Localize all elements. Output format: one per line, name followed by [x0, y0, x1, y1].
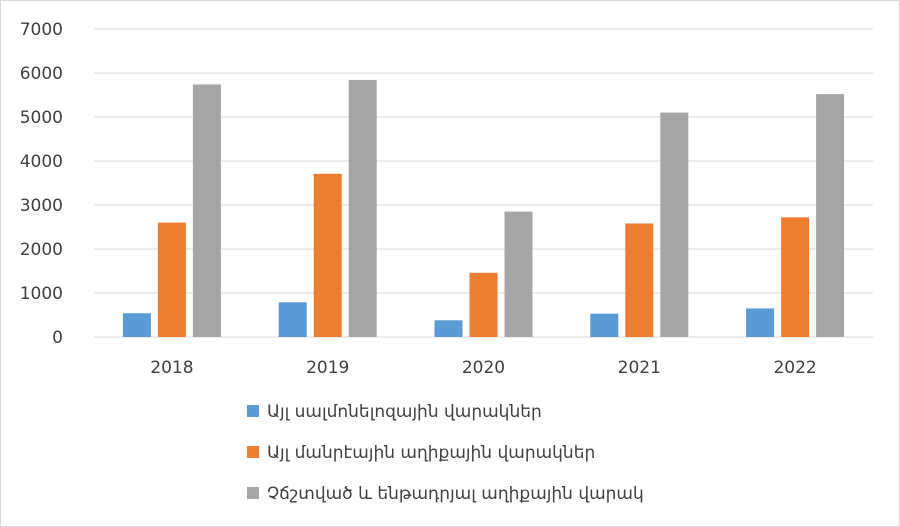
legend-label-1: Այլ սալմոնելոզային վարակներ [267, 402, 542, 422]
y-tick-label: 7000 [20, 20, 63, 40]
legend-swatch-3 [247, 487, 259, 499]
bar-2-2022 [781, 217, 810, 337]
y-tick-label: 4000 [20, 152, 63, 172]
bars [122, 80, 845, 338]
bar-2-2019 [313, 173, 342, 337]
bar-2-2018 [157, 222, 186, 337]
x-tick-label: 2020 [462, 358, 505, 378]
y-tick-label: 5000 [20, 108, 63, 128]
y-tick-label: 0 [52, 328, 63, 348]
bar-3-2018 [192, 84, 221, 337]
x-tick-label: 2021 [618, 358, 661, 378]
x-axis-ticks: 2018 2019 2020 2021 2022 [150, 358, 816, 378]
y-tick-label: 3000 [20, 196, 63, 216]
bar-1-2021 [590, 313, 619, 337]
bar-2-2020 [469, 272, 498, 337]
y-tick-label: 2000 [20, 240, 63, 260]
y-tick-label: 1000 [20, 284, 63, 304]
bar-1-2022 [746, 308, 775, 337]
bar-2-2021 [625, 223, 654, 337]
bar-3-2019 [348, 80, 377, 337]
legend: Այլ սալմոնելոզային վարակներ Այլ մանրէային… [247, 402, 644, 504]
bar-1-2019 [278, 302, 307, 337]
bar-3-2020 [504, 211, 533, 337]
legend-swatch-1 [247, 405, 259, 417]
bar-3-2021 [660, 112, 689, 337]
y-axis-ticks: 0 1000 2000 3000 4000 5000 6000 7000 [20, 20, 63, 348]
legend-label-3: Չճշտված և ենթադրյալ աղիքային վարակ [267, 484, 644, 504]
bar-1-2018 [122, 313, 151, 337]
x-tick-label: 2019 [306, 358, 349, 378]
y-tick-label: 6000 [20, 64, 63, 84]
x-tick-label: 2018 [150, 358, 193, 378]
x-tick-label: 2022 [773, 358, 816, 378]
bar-3-2022 [816, 94, 845, 338]
gridlines [94, 28, 873, 338]
legend-swatch-2 [247, 446, 259, 458]
bar-1-2020 [434, 320, 463, 337]
legend-label-2: Այլ մանրէային աղիքային վարակներ [267, 443, 595, 463]
